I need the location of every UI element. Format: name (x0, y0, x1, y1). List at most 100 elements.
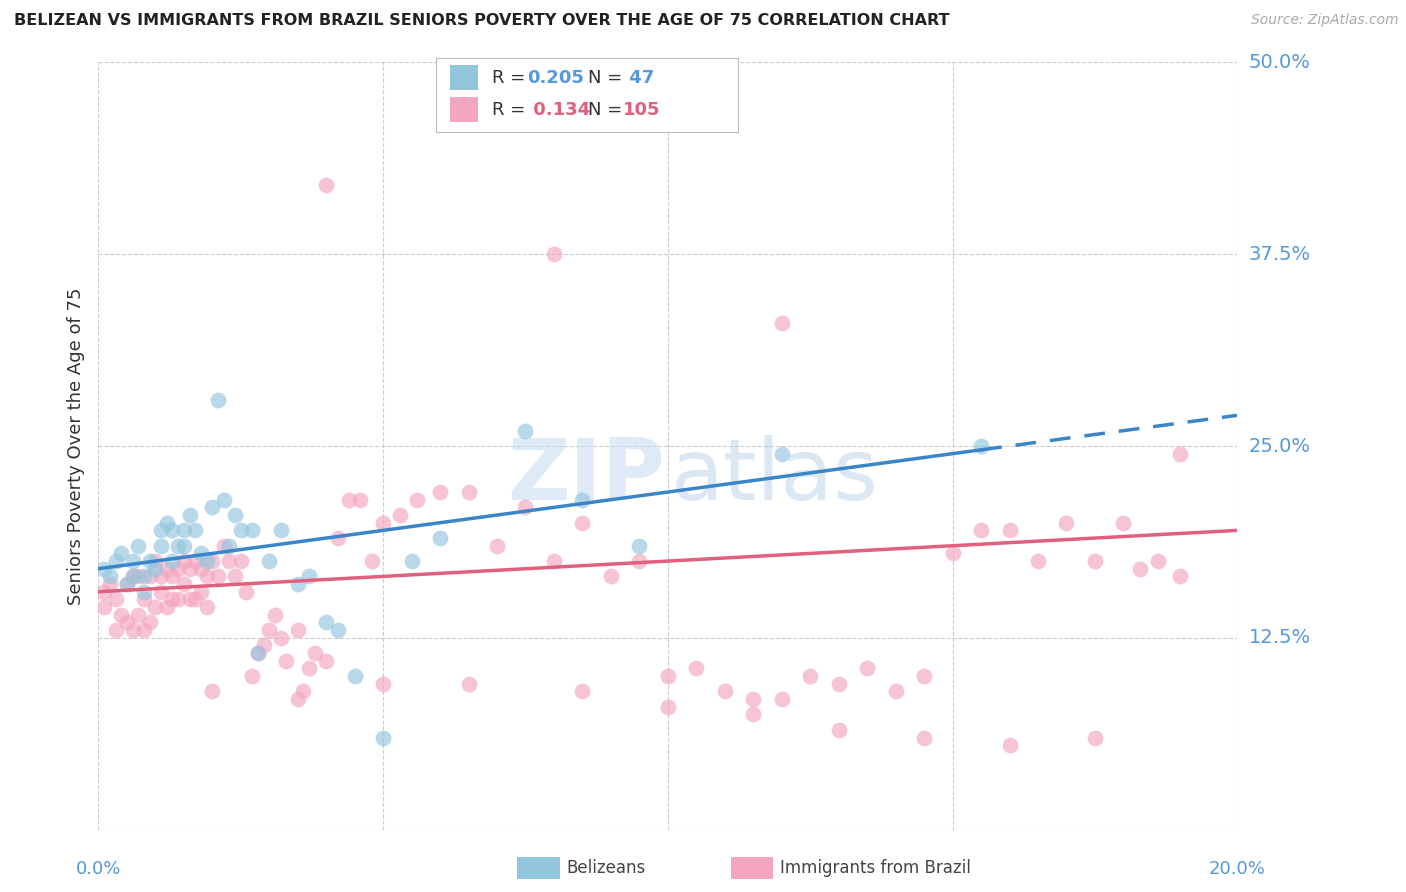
Point (287, 692, 309, 706)
Point (132, 584, 155, 599)
Point (150, 569, 173, 583)
Point (150, 584, 173, 599)
Point (1056, 516, 1078, 530)
Point (212, 492, 235, 507)
Point (1026, 554, 1049, 568)
Point (224, 569, 246, 583)
Point (98, 569, 121, 583)
Point (259, 554, 281, 568)
Point (315, 654, 337, 668)
Point (127, 607, 149, 622)
Point (173, 539, 195, 553)
Point (770, 447, 793, 461)
Point (714, 684, 737, 698)
Point (132, 592, 155, 607)
Point (110, 607, 132, 622)
Point (628, 539, 651, 553)
Text: Belizeans: Belizeans (567, 859, 645, 877)
Point (457, 485, 479, 500)
Point (326, 623, 349, 637)
Point (1112, 516, 1135, 530)
Point (156, 516, 179, 530)
Point (349, 492, 371, 507)
Point (184, 554, 207, 568)
Point (229, 554, 252, 568)
Point (571, 492, 593, 507)
Point (373, 677, 395, 691)
Point (515, 424, 537, 438)
Point (543, 247, 565, 261)
Point (246, 646, 269, 660)
Point (190, 562, 212, 576)
Point (1146, 554, 1168, 568)
Point (115, 615, 138, 630)
Text: 0.0%: 0.0% (76, 860, 121, 878)
Point (326, 531, 349, 545)
Point (942, 546, 965, 560)
Point (742, 692, 765, 706)
Point (298, 569, 321, 583)
Point (970, 439, 993, 453)
Point (93, 584, 115, 599)
Point (184, 592, 207, 607)
Point (207, 569, 229, 583)
Point (240, 524, 263, 538)
Point (912, 669, 935, 683)
Point (373, 516, 395, 530)
Point (93, 600, 115, 615)
Point (912, 731, 935, 745)
Point (429, 485, 451, 500)
Text: 20.0%: 20.0% (1209, 860, 1265, 878)
Point (770, 692, 793, 706)
Point (315, 178, 337, 193)
Point (179, 592, 201, 607)
Point (884, 684, 907, 698)
Point (657, 699, 679, 714)
Point (127, 539, 149, 553)
Point (315, 615, 337, 630)
Text: R =: R = (492, 69, 531, 87)
Point (799, 669, 821, 683)
Point (515, 500, 537, 515)
Point (1170, 447, 1192, 461)
Point (104, 592, 127, 607)
Point (298, 661, 321, 675)
Point (127, 569, 149, 583)
Point (173, 524, 195, 538)
Text: Immigrants from Brazil: Immigrants from Brazil (780, 859, 972, 877)
Point (343, 669, 366, 683)
Y-axis label: Seniors Poverty Over the Age of 75: Seniors Poverty Over the Age of 75 (66, 287, 84, 605)
Text: 0.134: 0.134 (527, 101, 591, 119)
Point (360, 554, 382, 568)
Point (292, 684, 315, 698)
Point (828, 677, 851, 691)
Point (132, 623, 155, 637)
Point (138, 554, 160, 568)
Point (240, 669, 263, 683)
Point (264, 607, 287, 622)
Point (401, 554, 423, 568)
Point (218, 554, 240, 568)
Point (190, 546, 212, 560)
Point (150, 539, 173, 553)
Point (138, 615, 160, 630)
Point (201, 500, 224, 515)
Point (600, 569, 623, 583)
Point (179, 508, 201, 522)
Point (173, 577, 195, 591)
Point (224, 508, 246, 522)
Point (121, 623, 143, 637)
Point (770, 316, 793, 330)
Text: ZIP: ZIP (506, 435, 665, 518)
Point (685, 661, 707, 675)
Point (115, 577, 138, 591)
Text: 105: 105 (623, 101, 661, 119)
Point (628, 554, 651, 568)
Point (571, 516, 593, 530)
Point (104, 623, 127, 637)
Text: R =: R = (492, 101, 531, 119)
Point (287, 623, 309, 637)
Text: 12.5%: 12.5% (1249, 628, 1310, 648)
Point (252, 639, 274, 653)
Point (856, 661, 879, 675)
